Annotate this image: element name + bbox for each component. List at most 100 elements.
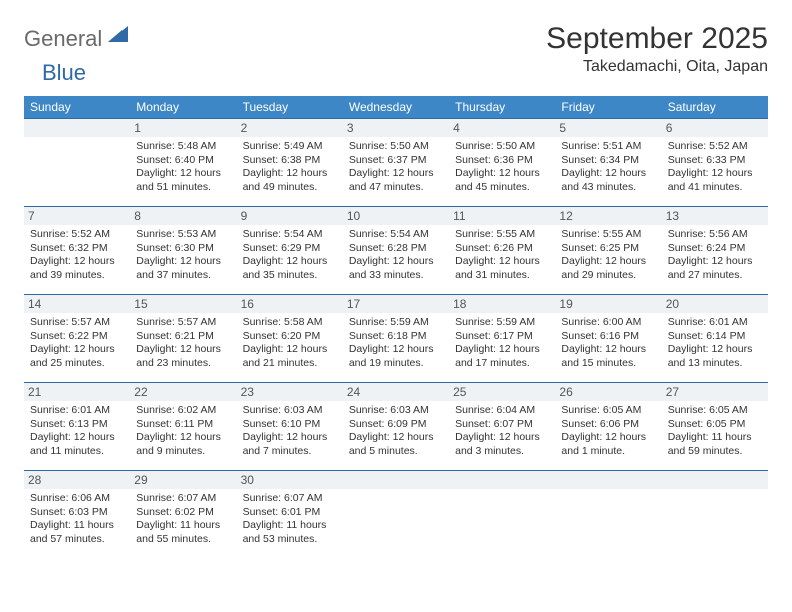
calendar-day-cell: [449, 471, 555, 555]
daylight-text: Daylight: 12 hours and 3 minutes.: [455, 431, 549, 458]
calendar-day-cell: 14Sunrise: 5:57 AMSunset: 6:22 PMDayligh…: [24, 295, 130, 383]
day-number: 4: [449, 119, 555, 137]
calendar-week-row: 1Sunrise: 5:48 AMSunset: 6:40 PMDaylight…: [24, 119, 768, 207]
daylight-text: Daylight: 11 hours and 59 minutes.: [668, 431, 762, 458]
sunset-text: Sunset: 6:20 PM: [243, 330, 337, 344]
sunrise-text: Sunrise: 6:06 AM: [30, 492, 124, 506]
day-details: Sunrise: 6:00 AMSunset: 6:16 PMDaylight:…: [561, 316, 655, 371]
day-number: [343, 471, 449, 489]
calendar-day-cell: 10Sunrise: 5:54 AMSunset: 6:28 PMDayligh…: [343, 207, 449, 295]
daylight-text: Daylight: 12 hours and 13 minutes.: [668, 343, 762, 370]
day-details: Sunrise: 6:01 AMSunset: 6:14 PMDaylight:…: [668, 316, 762, 371]
day-number: 24: [343, 383, 449, 401]
weekday-header-row: Sunday Monday Tuesday Wednesday Thursday…: [24, 96, 768, 119]
day-number: 28: [24, 471, 130, 489]
calendar-day-cell: 18Sunrise: 5:59 AMSunset: 6:17 PMDayligh…: [449, 295, 555, 383]
daylight-text: Daylight: 12 hours and 37 minutes.: [136, 255, 230, 282]
sunset-text: Sunset: 6:03 PM: [30, 506, 124, 520]
calendar-day-cell: 16Sunrise: 5:58 AMSunset: 6:20 PMDayligh…: [237, 295, 343, 383]
day-details: Sunrise: 5:53 AMSunset: 6:30 PMDaylight:…: [136, 228, 230, 283]
sunset-text: Sunset: 6:32 PM: [30, 242, 124, 256]
calendar-week-row: 28Sunrise: 6:06 AMSunset: 6:03 PMDayligh…: [24, 471, 768, 555]
sunset-text: Sunset: 6:06 PM: [561, 418, 655, 432]
calendar-day-cell: 9Sunrise: 5:54 AMSunset: 6:29 PMDaylight…: [237, 207, 343, 295]
day-details: Sunrise: 5:59 AMSunset: 6:18 PMDaylight:…: [349, 316, 443, 371]
daylight-text: Daylight: 11 hours and 53 minutes.: [243, 519, 337, 546]
day-number: 26: [555, 383, 661, 401]
daylight-text: Daylight: 12 hours and 47 minutes.: [349, 167, 443, 194]
sunset-text: Sunset: 6:29 PM: [243, 242, 337, 256]
sunrise-text: Sunrise: 5:55 AM: [455, 228, 549, 242]
calendar-day-cell: [24, 119, 130, 207]
day-details: Sunrise: 6:07 AMSunset: 6:02 PMDaylight:…: [136, 492, 230, 547]
day-number: 11: [449, 207, 555, 225]
day-number: 7: [24, 207, 130, 225]
calendar-day-cell: 5 Sunrise: 5:51 AMSunset: 6:34 PMDaylight…: [555, 119, 661, 207]
sunrise-text: Sunrise: 6:07 AM: [136, 492, 230, 506]
sunset-text: Sunset: 6:17 PM: [455, 330, 549, 344]
sunrise-text: Sunrise: 6:03 AM: [243, 404, 337, 418]
day-number: 5: [555, 119, 661, 137]
day-details: Sunrise: 6:02 AMSunset: 6:11 PMDaylight:…: [136, 404, 230, 459]
day-details: Sunrise: 5:50 AMSunset: 6:37 PMDaylight:…: [349, 140, 443, 195]
day-number: [662, 471, 768, 489]
sunrise-text: Sunrise: 6:05 AM: [668, 404, 762, 418]
sunrise-text: Sunrise: 6:05 AM: [561, 404, 655, 418]
daylight-text: Daylight: 12 hours and 23 minutes.: [136, 343, 230, 370]
brand-part1: General: [24, 26, 102, 52]
daylight-text: Daylight: 12 hours and 19 minutes.: [349, 343, 443, 370]
weekday-header: Friday: [555, 96, 661, 119]
sunset-text: Sunset: 6:14 PM: [668, 330, 762, 344]
day-details: Sunrise: 5:57 AMSunset: 6:22 PMDaylight:…: [30, 316, 124, 371]
day-number: [555, 471, 661, 489]
calendar-day-cell: 1Sunrise: 5:48 AMSunset: 6:40 PMDaylight…: [130, 119, 236, 207]
day-details: Sunrise: 5:54 AMSunset: 6:28 PMDaylight:…: [349, 228, 443, 283]
daylight-text: Daylight: 12 hours and 21 minutes.: [243, 343, 337, 370]
calendar-day-cell: 6 Sunrise: 5:52 AMSunset: 6:33 PMDaylight…: [662, 119, 768, 207]
day-number: 30: [237, 471, 343, 489]
day-details: Sunrise: 5:55 AMSunset: 6:26 PMDaylight:…: [455, 228, 549, 283]
sunset-text: Sunset: 6:22 PM: [30, 330, 124, 344]
sunrise-text: Sunrise: 5:50 AM: [349, 140, 443, 154]
day-number: 8: [130, 207, 236, 225]
sunset-text: Sunset: 6:40 PM: [136, 154, 230, 168]
sunrise-text: Sunrise: 5:56 AM: [668, 228, 762, 242]
page-title: September 2025: [546, 22, 768, 56]
day-details: Sunrise: 5:55 AMSunset: 6:25 PMDaylight:…: [561, 228, 655, 283]
daylight-text: Daylight: 12 hours and 9 minutes.: [136, 431, 230, 458]
day-details: Sunrise: 5:51 AMSunset: 6:34 PMDaylight:…: [561, 140, 655, 195]
calendar-day-cell: 2Sunrise: 5:49 AMSunset: 6:38 PMDaylight…: [237, 119, 343, 207]
daylight-text: Daylight: 12 hours and 45 minutes.: [455, 167, 549, 194]
brand-part2: Blue: [42, 60, 86, 86]
day-number: 2: [237, 119, 343, 137]
day-number: 25: [449, 383, 555, 401]
sunrise-text: Sunrise: 6:00 AM: [561, 316, 655, 330]
sunset-text: Sunset: 6:28 PM: [349, 242, 443, 256]
sunset-text: Sunset: 6:25 PM: [561, 242, 655, 256]
daylight-text: Daylight: 12 hours and 33 minutes.: [349, 255, 443, 282]
calendar-day-cell: 17Sunrise: 5:59 AMSunset: 6:18 PMDayligh…: [343, 295, 449, 383]
calendar-week-row: 21Sunrise: 6:01 AMSunset: 6:13 PMDayligh…: [24, 383, 768, 471]
day-details: Sunrise: 5:52 AMSunset: 6:33 PMDaylight:…: [668, 140, 762, 195]
day-details: Sunrise: 5:59 AMSunset: 6:17 PMDaylight:…: [455, 316, 549, 371]
day-number: 6: [662, 119, 768, 137]
day-number: 15: [130, 295, 236, 313]
weekday-header: Wednesday: [343, 96, 449, 119]
daylight-text: Daylight: 11 hours and 57 minutes.: [30, 519, 124, 546]
day-number: 12: [555, 207, 661, 225]
day-details: Sunrise: 6:04 AMSunset: 6:07 PMDaylight:…: [455, 404, 549, 459]
calendar-day-cell: 22 Sunrise: 6:02 AMSunset: 6:11 PMDayligh…: [130, 383, 236, 471]
day-number: 22: [130, 383, 236, 401]
day-details: Sunrise: 6:03 AMSunset: 6:10 PMDaylight:…: [243, 404, 337, 459]
sunrise-text: Sunrise: 5:53 AM: [136, 228, 230, 242]
sunrise-text: Sunrise: 5:52 AM: [668, 140, 762, 154]
sunset-text: Sunset: 6:21 PM: [136, 330, 230, 344]
calendar-day-cell: 12 Sunrise: 5:55 AMSunset: 6:25 PMDayligh…: [555, 207, 661, 295]
day-number: 9: [237, 207, 343, 225]
location-label: Takedamachi, Oita, Japan: [546, 58, 768, 76]
day-number: [24, 119, 130, 137]
calendar-day-cell: 11 Sunrise: 5:55 AMSunset: 6:26 PMDayligh…: [449, 207, 555, 295]
title-block: September 2025 Takedamachi, Oita, Japan: [546, 22, 768, 76]
sunrise-text: Sunrise: 5:54 AM: [349, 228, 443, 242]
daylight-text: Daylight: 12 hours and 27 minutes.: [668, 255, 762, 282]
